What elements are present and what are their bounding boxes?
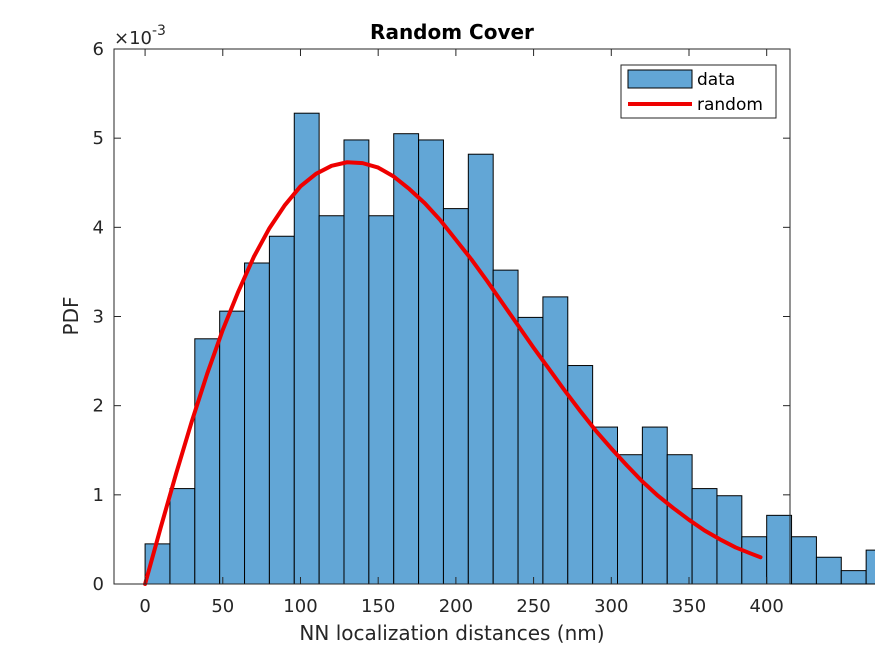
histogram-bar: [393, 133, 420, 585]
axes-group: 0 50 100 150 200 250 300 350 400 0 1 2 3 4 5 6: [93, 39, 791, 617]
y-exponent-label: ×10-3: [114, 23, 166, 49]
legend-swatch-data: [627, 69, 693, 89]
histogram-bar: [641, 426, 668, 585]
histogram-bar: [517, 316, 544, 585]
x-tick-label: 100: [283, 596, 317, 617]
histogram-bar: [741, 536, 768, 585]
histogram-bar: [442, 208, 469, 585]
legend-label-random: random: [697, 95, 763, 115]
x-tick-label: 250: [516, 596, 550, 617]
histogram-bar: [343, 139, 370, 585]
bars-group: [144, 112, 875, 585]
legend: data random: [620, 64, 777, 119]
histogram-bar: [617, 454, 643, 585]
x-tick-label: 300: [594, 596, 628, 617]
chart-title: Random Cover: [370, 20, 534, 44]
histogram-bar: [318, 215, 345, 585]
histogram-bar: [368, 215, 395, 585]
y-tick-label: 6: [93, 39, 104, 60]
x-tick-label: 400: [750, 596, 784, 617]
histogram-bar: [219, 310, 246, 585]
random-curve: [143, 160, 763, 586]
y-tick-label: 5: [93, 128, 104, 149]
y-exponent-base: ×10: [114, 28, 152, 49]
y-tick-label: 0: [93, 574, 104, 595]
y-tick-label: 1: [93, 485, 104, 506]
histogram-bar: [169, 488, 196, 585]
y-tick-label: 3: [93, 307, 104, 328]
x-tick-label: 150: [361, 596, 395, 617]
histogram-bar: [244, 262, 270, 585]
histogram-bar: [418, 139, 444, 585]
y-tick-label: 4: [93, 217, 104, 238]
histogram-bar: [467, 153, 494, 585]
histogram-bar: [815, 556, 842, 585]
histogram-bar: [766, 514, 793, 585]
x-tick-label: 200: [439, 596, 473, 617]
y-tick-label: 2: [93, 396, 104, 417]
y-axis-label: PDF: [59, 297, 83, 336]
histogram-bar: [268, 235, 295, 585]
x-axis-label: NN localization distances (nm): [299, 621, 604, 645]
x-tick-label: 0: [139, 596, 150, 617]
legend-label-data: data: [697, 70, 735, 90]
histogram-bar: [791, 536, 817, 585]
histogram-bar: [542, 296, 569, 585]
histogram-bar: [840, 570, 867, 585]
y-exponent-power: -3: [152, 23, 166, 39]
histogram-bar: [865, 549, 875, 585]
x-tick-label: 50: [211, 596, 234, 617]
x-tick-label: 350: [672, 596, 706, 617]
